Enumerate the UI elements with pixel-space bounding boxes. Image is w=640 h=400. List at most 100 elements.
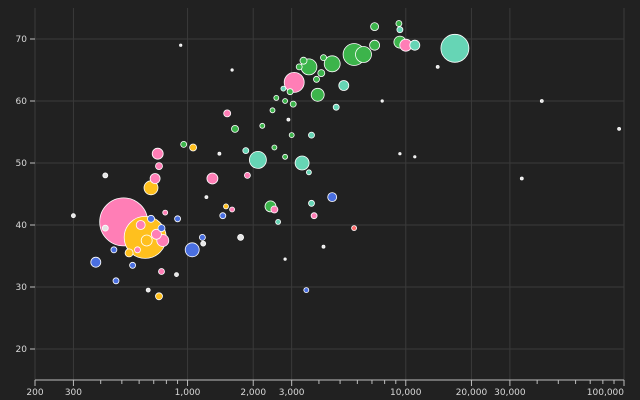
bubble-point — [299, 56, 308, 65]
bubble-point — [355, 46, 372, 63]
bubble-point — [206, 172, 219, 185]
bubble-point — [305, 169, 312, 176]
bubble-point — [219, 212, 227, 220]
bubble-point — [155, 162, 163, 171]
bubble-point — [398, 152, 402, 156]
bubble-point — [242, 147, 250, 155]
bubble-point — [395, 20, 403, 27]
bubble-series — [71, 20, 621, 301]
bubble-point — [280, 85, 287, 92]
bubble-point — [140, 234, 153, 247]
bubble-point — [180, 140, 188, 148]
bubble-point — [338, 80, 350, 91]
bubble-point — [308, 131, 315, 139]
bubble-point — [271, 144, 278, 151]
bubble-point — [223, 203, 229, 210]
bubble-point — [275, 218, 282, 225]
bubble-point — [440, 33, 470, 63]
bubble-point — [129, 261, 137, 269]
y-tick-label: 40 — [16, 221, 28, 231]
bubble-point — [295, 63, 303, 71]
x-tick-label: 200 — [26, 388, 43, 398]
bubble-point — [369, 39, 381, 51]
bubble-point — [134, 246, 141, 254]
y-axis: 20 30 40 50 60 70 — [16, 35, 35, 355]
grid-lines — [34, 8, 625, 380]
bubble-point — [370, 22, 380, 32]
bubble-point — [155, 292, 163, 301]
y-tick-label: 70 — [16, 35, 28, 45]
bubble-point — [147, 214, 155, 223]
bubble-point — [237, 233, 245, 241]
bubble-point — [149, 173, 161, 184]
bubble-point — [317, 69, 326, 77]
bubble-point — [269, 107, 276, 114]
x-axis: 200 300 1,000 2,000 3,000 10,000 20,000 30,000 1… — [26, 379, 625, 398]
bubble-point — [198, 233, 206, 241]
bubble-point — [327, 192, 338, 203]
bubble-point — [323, 55, 341, 73]
bubble-point — [539, 99, 544, 103]
bubble-point — [310, 87, 325, 102]
bubble-point — [294, 155, 310, 171]
bubble-point — [135, 220, 146, 230]
x-tick-label: 1,000 — [175, 388, 201, 398]
y-tick-label: 30 — [16, 283, 28, 293]
bubble-point — [409, 39, 421, 51]
bubble-point — [243, 171, 251, 179]
bubble-point — [223, 109, 232, 118]
bubble-point — [519, 176, 524, 181]
bubble-point — [282, 153, 289, 160]
bubble-point — [189, 143, 198, 152]
bubble-point — [162, 209, 169, 216]
bubble-point — [303, 287, 310, 294]
bubble-point — [313, 75, 320, 83]
bubble-point — [179, 43, 183, 47]
bubble-point — [351, 225, 358, 232]
bubble-point — [321, 244, 326, 249]
bubble-point — [413, 155, 417, 159]
bubble-point — [229, 206, 236, 213]
bubble-point — [435, 65, 440, 69]
bubble-point — [332, 103, 340, 111]
bubble-point — [145, 287, 151, 293]
bubble-point — [273, 95, 280, 101]
bubble-point — [174, 272, 179, 278]
y-tick-label: 20 — [16, 345, 28, 355]
bubble-point — [158, 268, 165, 275]
bubble-point — [157, 224, 166, 233]
bubble-point — [286, 88, 294, 96]
bubble-point — [102, 172, 109, 179]
y-tick-label: 50 — [16, 159, 28, 169]
bubble-point — [282, 98, 289, 104]
bubble-point — [396, 26, 404, 34]
x-tick-label: 2,000 — [240, 388, 266, 398]
bubble-point — [184, 242, 200, 258]
bubble-point — [617, 126, 621, 131]
bubble-point — [270, 205, 279, 214]
bubble-point — [151, 147, 164, 160]
bubble-point — [248, 150, 267, 169]
bubble-point — [283, 257, 287, 261]
bubble-point — [112, 277, 120, 285]
bubble-point — [310, 212, 318, 220]
bubble-point — [320, 54, 327, 61]
bubble-point — [283, 72, 305, 93]
bubble-point — [101, 224, 109, 232]
bubble-point — [231, 124, 239, 133]
bubble-point — [200, 240, 207, 247]
bubble-point — [217, 151, 222, 156]
bubble-point — [286, 117, 291, 122]
bubble-point — [150, 228, 162, 240]
bubble-point — [230, 68, 234, 72]
bubble-point — [71, 213, 76, 219]
bubble-point — [259, 122, 266, 129]
bubble-point — [174, 215, 182, 223]
x-tick-label: 10,000 — [390, 388, 422, 398]
x-tick-label: 100,000 — [587, 388, 624, 398]
bubble-point — [308, 199, 315, 207]
y-tick-label: 60 — [16, 97, 28, 107]
bubble-point — [289, 100, 297, 108]
bubble-point — [124, 248, 134, 258]
